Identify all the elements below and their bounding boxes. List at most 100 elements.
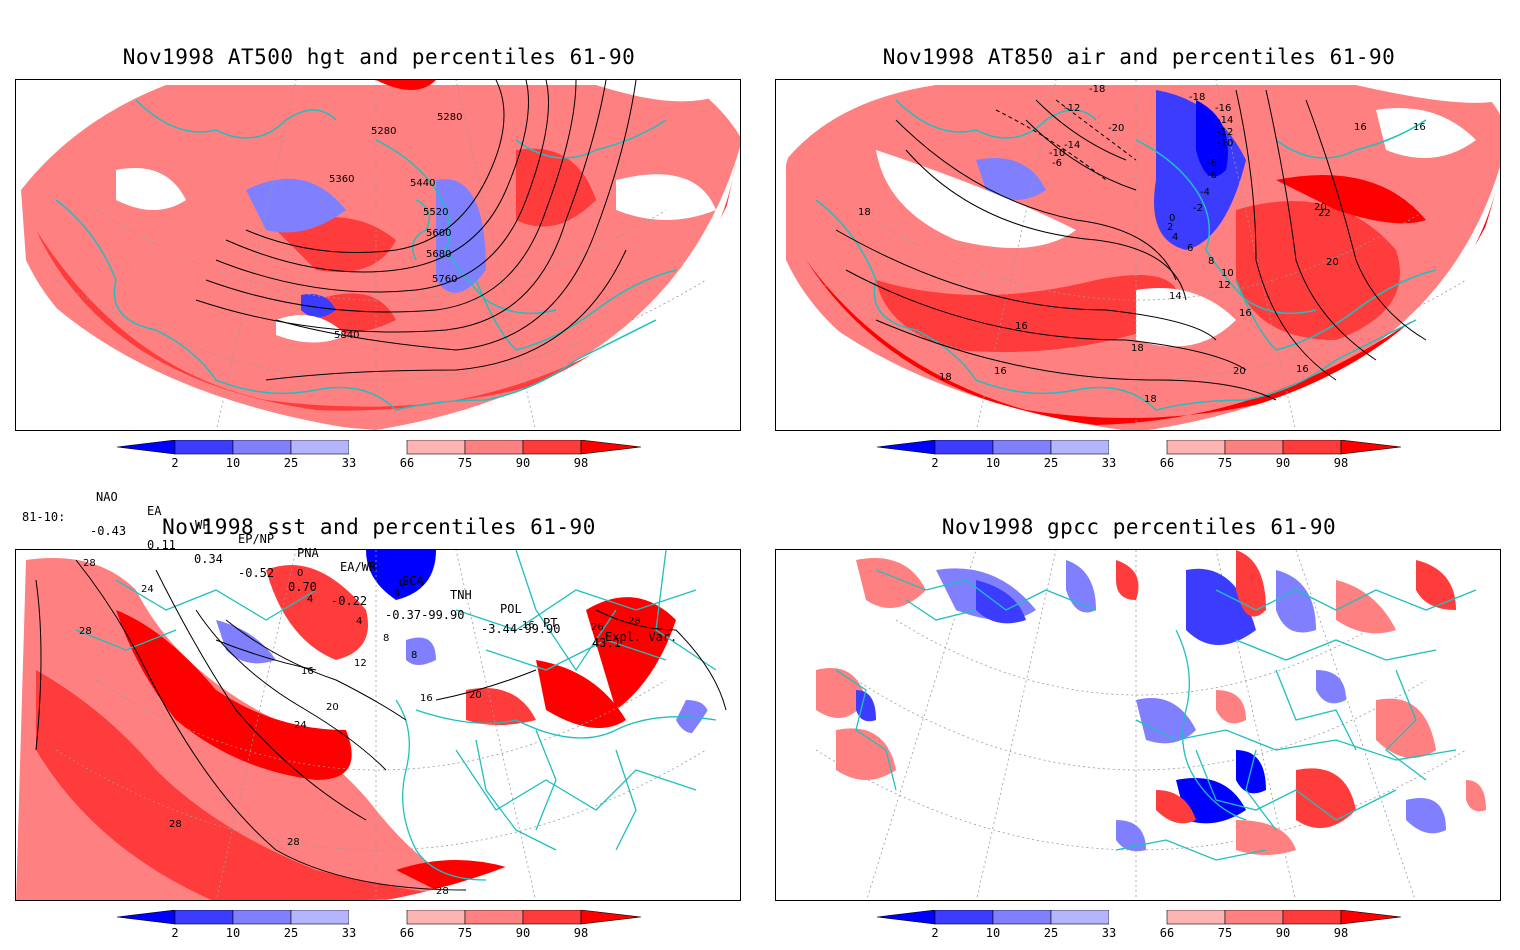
colorbar-label: 33 — [341, 926, 357, 940]
index-value: -0.22 — [331, 594, 368, 608]
contour-label: -6 — [1052, 158, 1062, 169]
index-value: -3.44-99.90 — [481, 622, 561, 636]
contour-label: 5280 — [437, 112, 462, 123]
index-header: PNA — [297, 546, 319, 560]
contour-label: 18 — [1131, 343, 1144, 354]
contour-label: 28 — [169, 819, 182, 830]
colorbar-label: 75 — [1217, 926, 1233, 940]
contour-label: 16 — [1296, 364, 1309, 375]
colorbar-bottom-right: 2 10 25 33 66 75 90 98 — [876, 909, 1417, 950]
contour-label: 20 — [469, 690, 482, 701]
contour-label: 18 — [1144, 394, 1157, 405]
contour-label: 4 — [307, 594, 313, 605]
colorbar-label: 66 — [399, 456, 415, 470]
contour-label: 5280 — [371, 126, 396, 137]
contour-label: 5440 — [410, 178, 435, 189]
contour-label: -18 — [1189, 92, 1205, 103]
contour-label: 24 — [294, 720, 307, 731]
contour-label: 28 — [436, 886, 449, 897]
contour-label: 10 — [1221, 268, 1234, 279]
index-header: EP/NP — [238, 532, 275, 546]
panel-title-air850: Nov1998 AT850 air and percentiles 61-90 — [882, 45, 1396, 69]
contour-label: -12 — [1064, 103, 1080, 114]
contour-label: 20 — [1314, 202, 1327, 213]
contour-label: -16 — [1215, 103, 1231, 114]
colorbar-label: 90 — [515, 456, 531, 470]
contour-label: 4 — [1172, 232, 1178, 243]
contour-label: 28 — [628, 616, 641, 627]
contour-label: 28 — [79, 626, 92, 637]
colorbar-label: 66 — [399, 926, 415, 940]
contour-label: 4 — [356, 616, 362, 627]
colorbar-label: 90 — [1275, 456, 1291, 470]
colorbar-label: 10 — [985, 926, 1001, 940]
contour-label: 0 — [399, 578, 405, 589]
index-value: -0.52 — [238, 566, 275, 580]
colorbar-label: 98 — [573, 926, 589, 940]
contour-label: 16 — [1239, 308, 1252, 319]
colorbar-label: 90 — [515, 926, 531, 940]
contour-label: -10 — [1217, 138, 1233, 149]
colorbar-top-right: 2 10 25 33 66 75 90 98 — [876, 439, 1417, 480]
colorbar-label: 75 — [1217, 456, 1233, 470]
colorbar-label: 66 — [1159, 456, 1175, 470]
map-air850: -18 -18 -16 -12 -14 -12 -10 -8 -6 -4 -2 … — [776, 80, 1500, 430]
contour-label: 16 — [994, 366, 1007, 377]
contour-label: -20 — [1108, 123, 1124, 134]
contour-label: 5520 — [423, 207, 448, 218]
indices-header-row: NAO EA WP EP/NP PNA EA/WR SCA TNH POL PT… — [0, 476, 760, 644]
contour-label: -14 — [1064, 140, 1080, 151]
contour-label: 28 — [287, 837, 300, 848]
contour-label: 2 — [1167, 222, 1173, 233]
colorbar-label: 10 — [225, 926, 241, 940]
index-header: PT — [543, 616, 558, 630]
index-header: Expl. Var. — [605, 630, 678, 644]
index-header: WP — [195, 518, 210, 532]
contour-label: 5600 — [426, 228, 451, 239]
contour-label: -10 — [1049, 148, 1065, 159]
contour-label: 12 — [354, 658, 367, 669]
contour-label: 8 — [411, 650, 417, 661]
colorbar-label: 98 — [1333, 456, 1349, 470]
colorbar-bottom-left: 2 10 25 33 66 75 90 98 — [116, 909, 657, 950]
contour-label: 18 — [858, 207, 871, 218]
contour-label: 18 — [939, 372, 952, 383]
colorbar-label: 2 — [931, 926, 939, 940]
colorbar-label: 75 — [457, 926, 473, 940]
contour-label: 20 — [1233, 366, 1246, 377]
panel-title-sst: Nov1998 sst and percentiles 61-90 — [162, 515, 596, 539]
colorbar-top-left: 2 10 25 33 66 75 90 98 — [116, 439, 657, 480]
contour-label: 5360 — [329, 174, 354, 185]
colorbar-label: 2 — [931, 456, 939, 470]
contour-label: 5840 — [334, 330, 359, 341]
index-value: -0.37-99.90 — [385, 608, 465, 622]
contour-label: 0 — [297, 568, 303, 579]
index-header: TNH — [450, 588, 472, 602]
contour-label: 0 — [1169, 213, 1175, 224]
contour-label: 28 — [83, 558, 96, 569]
colorbar-label: 2 — [171, 456, 179, 470]
colorbar-label: 25 — [1043, 456, 1059, 470]
colorbar-label: 33 — [1101, 456, 1117, 470]
contour-label: 22 — [1318, 208, 1331, 219]
contour-label: 16 — [1413, 122, 1426, 133]
index-value: -0.43 — [90, 524, 127, 538]
colorbar-label: 25 — [1043, 926, 1059, 940]
indices-value-row: 81-10: -0.43 0.11 0.34 -0.52 0.70 -0.22 … — [0, 496, 760, 650]
contour-label: 5680 — [426, 249, 451, 260]
colorbar-label: 75 — [457, 456, 473, 470]
map-panel-air850: -18 -18 -16 -12 -14 -12 -10 -8 -6 -4 -2 … — [775, 79, 1501, 431]
panel-title-hgt500: Nov1998 AT500 hgt and percentiles 61-90 — [122, 45, 636, 69]
contour-label: -4 — [1200, 187, 1210, 198]
contour-label: 5760 — [432, 274, 457, 285]
index-row-label: 81-10: — [22, 510, 66, 524]
colorbar-label: 90 — [1275, 926, 1291, 940]
contour-label: 16 — [420, 693, 433, 704]
contour-label: 16 — [301, 666, 314, 677]
contour-label: 20 — [1326, 257, 1339, 268]
colorbar-label: 98 — [1333, 926, 1349, 940]
contour-label: 16 — [1015, 321, 1028, 332]
index-value: 0.34 — [194, 552, 223, 566]
contour-label: -18 — [1089, 84, 1105, 95]
contour-label: 26 — [591, 622, 604, 633]
